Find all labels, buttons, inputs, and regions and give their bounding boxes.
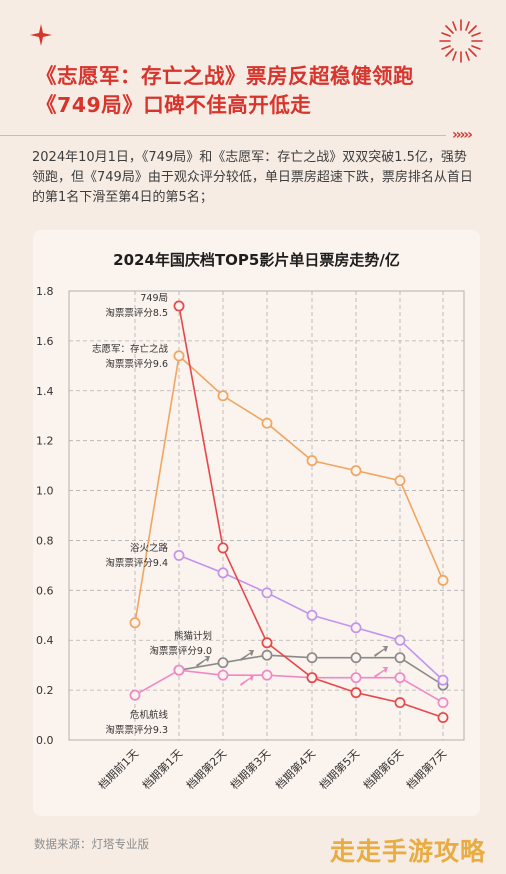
firework-decoration-icon bbox=[439, 19, 483, 63]
data-point-zhiyuanjun bbox=[217, 390, 229, 402]
divider bbox=[0, 135, 446, 136]
series-rating-xiongmao: 淘票票评分9.0 bbox=[149, 645, 212, 657]
data-point-weiji bbox=[173, 664, 185, 676]
data-point-yuhuo bbox=[173, 549, 185, 561]
data-point-zhiyuanjun bbox=[129, 617, 141, 629]
series-line-weiji bbox=[134, 669, 444, 704]
chart-card bbox=[33, 230, 480, 816]
headline-line-1: 《志愿军：存亡之战》票房反超稳健领跑 bbox=[36, 64, 414, 88]
data-point-yuhuo bbox=[350, 622, 362, 634]
x-tick-label: 档期第5天 bbox=[316, 746, 362, 792]
y-tick-label: 0.4 bbox=[36, 634, 54, 647]
x-tick-label: 档期前1天 bbox=[95, 746, 141, 792]
trend-arrow-icon-xiongmao bbox=[374, 646, 388, 657]
trend-arrow-icon-xiongmao bbox=[240, 650, 254, 661]
y-tick-label: 1.4 bbox=[36, 385, 54, 398]
data-point-xiongmao bbox=[394, 652, 406, 664]
series-label-weiji: 危机航线 bbox=[130, 709, 169, 721]
series-label-film749: 749局 bbox=[140, 293, 168, 304]
watermark: 走走手游攻略 bbox=[330, 837, 487, 866]
series-rating-weiji: 淘票票评分9.3 bbox=[105, 724, 168, 736]
series-rating-film749: 淘票票评分8.5 bbox=[105, 307, 168, 319]
x-tick-label: 档期第6天 bbox=[360, 746, 406, 792]
trend-arrow-icon-weiji bbox=[240, 675, 254, 686]
data-point-xiongmao bbox=[217, 657, 229, 669]
y-tick-label: 0.2 bbox=[36, 684, 54, 697]
data-point-zhiyuanjun bbox=[350, 465, 362, 477]
series-rating-zhiyuanjun: 淘票票评分9.6 bbox=[105, 358, 168, 370]
data-point-yuhuo bbox=[437, 674, 449, 686]
data-point-weiji bbox=[261, 669, 273, 681]
data-point-yuhuo bbox=[261, 587, 273, 599]
data-point-film749 bbox=[173, 300, 185, 312]
headline-line-2: 《749局》口碑不佳高开低走 bbox=[36, 93, 312, 117]
trend-arrow-icon-weiji bbox=[374, 667, 388, 678]
data-source: 数据来源：灯塔专业版 bbox=[34, 837, 149, 851]
data-point-film749 bbox=[261, 637, 273, 649]
data-point-weiji bbox=[350, 672, 362, 684]
data-point-film749 bbox=[350, 687, 362, 699]
trend-arrow-icon-xiongmao bbox=[196, 656, 210, 667]
data-point-zhiyuanjun bbox=[306, 455, 318, 467]
y-tick-label: 0.8 bbox=[36, 534, 54, 547]
x-tick-label: 档期第7天 bbox=[403, 746, 449, 792]
data-point-weiji bbox=[437, 697, 449, 709]
series-label-yuhuo: 浴火之路 bbox=[130, 542, 169, 554]
data-point-weiji bbox=[217, 669, 229, 681]
x-tick-label: 档期第4天 bbox=[272, 746, 318, 792]
data-point-film749 bbox=[306, 672, 318, 684]
data-point-yuhuo bbox=[217, 567, 229, 579]
chevrons-decoration-icon: ››››› bbox=[452, 127, 473, 143]
intro-paragraph: 2024年10月1日，《749局》和《志愿军：存亡之战》双双突破1.5亿，强势领… bbox=[32, 150, 473, 205]
data-point-weiji bbox=[394, 672, 406, 684]
x-tick-label: 档期第1天 bbox=[139, 746, 185, 792]
data-point-zhiyuanjun bbox=[394, 475, 406, 487]
data-point-xiongmao bbox=[261, 649, 273, 661]
star-decoration-icon bbox=[30, 24, 52, 46]
data-point-film749 bbox=[394, 697, 406, 709]
y-tick-label: 1.2 bbox=[36, 435, 54, 448]
y-tick-label: 1.0 bbox=[36, 485, 54, 498]
y-tick-label: 0.6 bbox=[36, 584, 54, 597]
series-line-zhiyuanjun bbox=[134, 354, 444, 623]
y-tick-label: 1.8 bbox=[36, 285, 54, 298]
data-point-weiji bbox=[129, 689, 141, 701]
data-point-xiongmao bbox=[350, 652, 362, 664]
data-point-zhiyuanjun bbox=[261, 417, 273, 429]
chart-title: 2024年国庆档TOP5影片单日票房走势/亿 bbox=[113, 251, 400, 269]
y-tick-label: 0.0 bbox=[36, 734, 54, 747]
data-point-xiongmao bbox=[306, 652, 318, 664]
series-label-xiongmao: 熊猫计划 bbox=[174, 630, 212, 642]
data-point-zhiyuanjun bbox=[437, 574, 449, 586]
x-tick-label: 档期第2天 bbox=[183, 746, 229, 792]
data-point-yuhuo bbox=[394, 634, 406, 646]
x-tick-label: 档期第3天 bbox=[227, 746, 273, 792]
series-label-zhiyuanjun: 志愿军：存亡之战 bbox=[92, 343, 169, 355]
data-point-zhiyuanjun bbox=[173, 350, 185, 362]
data-point-yuhuo bbox=[306, 609, 318, 621]
plot-frame bbox=[68, 290, 465, 741]
series-rating-yuhuo: 淘票票评分9.4 bbox=[105, 557, 168, 569]
data-point-film749 bbox=[437, 712, 449, 724]
headline: 《志愿军：存亡之战》票房反超稳健领跑 《749局》口碑不佳高开低走 bbox=[36, 62, 486, 120]
data-point-film749 bbox=[217, 542, 229, 554]
y-tick-label: 1.6 bbox=[36, 335, 54, 348]
